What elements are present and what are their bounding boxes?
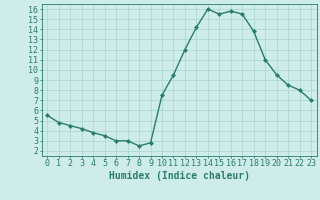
X-axis label: Humidex (Indice chaleur): Humidex (Indice chaleur) <box>109 171 250 181</box>
